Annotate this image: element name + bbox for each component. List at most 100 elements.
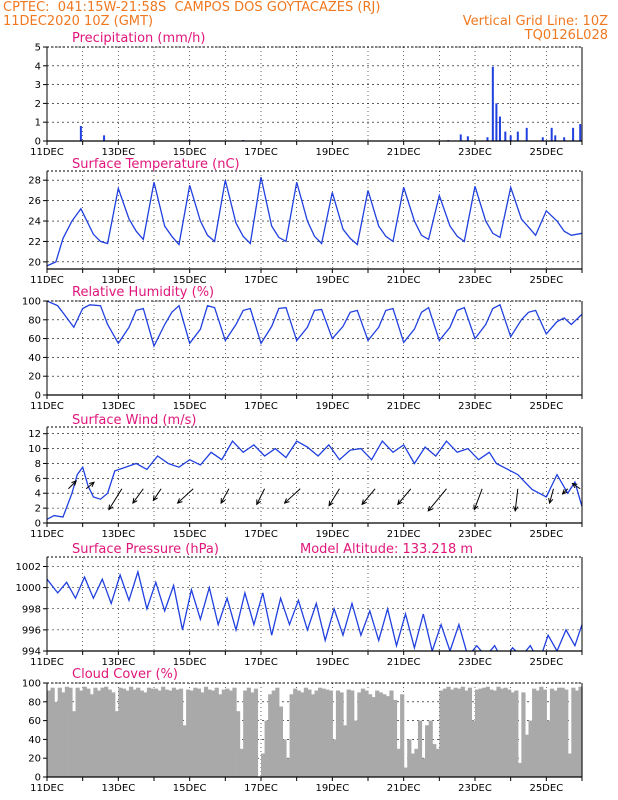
cloud-bar [542,689,547,777]
cloud-bar [446,686,451,777]
cloud-bar [364,690,369,777]
cloud-bar [496,686,501,777]
cloud-bar [564,689,569,777]
x-tick-label: 11DEC [30,401,64,412]
x-tick-label: 17DEC [244,657,278,668]
precip-bar [563,137,566,141]
precip-bar [579,124,582,141]
precip-bar [466,136,469,141]
x-tick-label: 15DEC [173,275,207,286]
x-tick-label: 25DEC [529,401,563,412]
cloud-bar [79,690,84,777]
y-tick-label: 0 [35,137,41,148]
cloud-bar [64,686,69,777]
cloud-bar [139,690,144,777]
cloud-bar [107,689,112,777]
cloud-bar [557,687,562,777]
y-tick-label: 1 [35,118,41,129]
cloud-bar [499,688,505,777]
cloud-bar [442,688,448,777]
wind-arrow-shaft [562,488,569,495]
precip-bar [516,131,519,141]
x-tick-label: 15DEC [173,401,207,412]
cloud-bar [54,701,59,777]
cloud-bar [250,692,255,777]
y-tick-label: 20 [28,754,41,765]
x-tick-label: 11DEC [30,147,64,158]
cloud-bar [118,687,123,777]
x-tick-label: 25DEC [529,275,563,286]
cloud-bar [335,690,341,777]
x-tick-label: 21DEC [387,529,421,540]
cloud-bar [567,753,572,777]
wind-arrow-shaft [328,488,340,506]
y-tick-label: 100 [22,297,41,308]
y-tick-label: 0 [35,391,41,402]
cloud-bar [282,739,287,777]
x-tick-label: 23DEC [458,529,492,540]
wind-arrow-head [283,498,290,504]
wind-arrow-shaft [177,488,194,504]
pressure-series-line [47,569,582,651]
cloud-bar [189,690,194,777]
wind-arrow-head [397,499,403,506]
cloud-bar [225,688,230,777]
x-tick-label: 13DEC [101,147,135,158]
cloud-bar [389,690,394,777]
y-tick-label: 4 [35,61,41,72]
cloud-bar [574,690,580,777]
x-tick-label: 17DEC [244,401,278,412]
header-init-time: 11DEC2020 10Z (GMT) [3,14,154,29]
cloud-bar [428,720,433,777]
cloud-bar [475,689,480,777]
x-tick-label: 13DEC [101,657,135,668]
wind-arrow-shaft [427,488,447,512]
wind-arrow-head [427,505,434,512]
cloud-bar [161,686,166,777]
cloud-bar [318,687,323,777]
cloud-bar [492,690,497,777]
cloud-bar [150,688,155,777]
precip-bar [79,125,82,141]
wind-arrow-shaft [256,488,266,505]
wind-arrow-head [108,504,114,511]
x-tick-label: 15DEC [173,783,207,794]
x-tick-label: 13DEC [101,529,135,540]
cloud-bar [521,692,526,777]
cloud-bar [246,687,251,777]
wind-arrow-shaft [108,488,123,510]
cloud-bar [371,697,376,777]
cloud-bar [453,687,458,777]
cloud-bar [214,687,219,777]
wind-arrow-head [176,498,183,504]
precip-bar [498,116,501,141]
temp-series-line [47,176,582,267]
wind-arrow-shaft [572,483,581,490]
cloud-bar [368,694,373,777]
cloud-bar [539,686,544,777]
cloud-bar [507,689,512,777]
cloud-bar [261,753,266,777]
cloud-bar [143,692,148,777]
cloud-bar [275,687,280,777]
cloud-bar [417,720,423,777]
cloud-bar [553,690,558,777]
wind-arrow-head [561,489,568,495]
cloud-bar [350,690,355,777]
cloud-bar [278,706,283,777]
cloud-bar [86,688,91,777]
y-tick-label: 40 [28,735,41,746]
cloud-bar [403,767,408,777]
y-tick-label: 0 [35,773,41,784]
wind-title: Surface Wind (m/s) [72,413,196,428]
header-station: CPTEC: 041:15W-21:58S CAMPOS DOS GOYTACA… [3,0,381,15]
cloud-bar [450,689,455,777]
y-tick-label: 998 [22,604,41,615]
wind-arrow-head [328,500,334,507]
wind-arrow-shaft [132,488,144,504]
wind-arrow-shaft [85,481,95,490]
x-tick-label: 21DEC [387,401,421,412]
x-tick-label: 15DEC [173,147,207,158]
precip-bar [495,103,498,141]
